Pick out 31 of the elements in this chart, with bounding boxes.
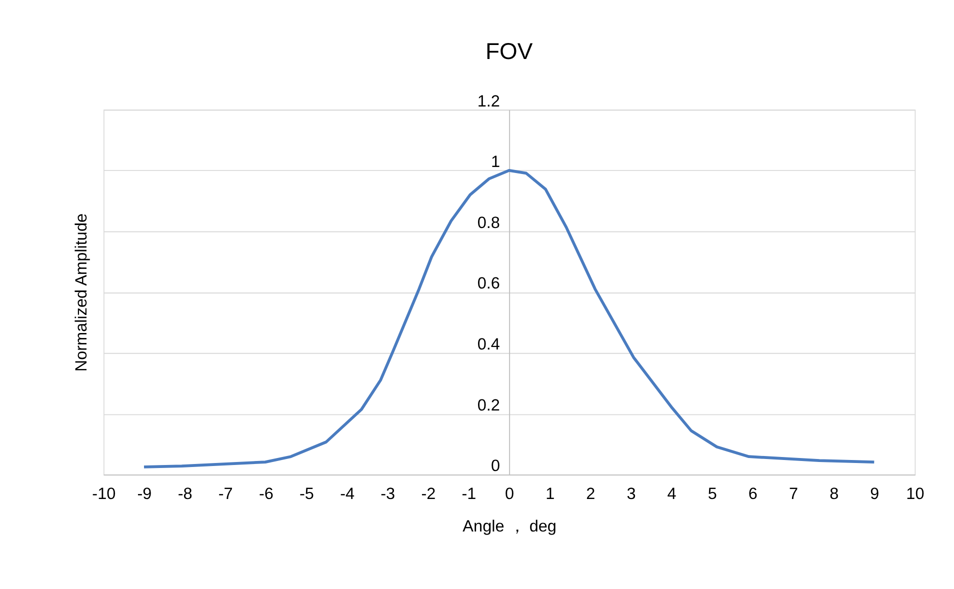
y-tick-label: 0 (490, 457, 500, 476)
x-tick-label: -1 (462, 484, 476, 503)
x-tick-label: 5 (708, 484, 717, 503)
x-tick-label: 1 (546, 484, 555, 503)
x-tick-label: 2 (586, 484, 596, 503)
y-axis-title: Normalized Amplitude (72, 213, 91, 372)
x-tick-label: -7 (218, 484, 233, 503)
x-tick-label: -3 (380, 484, 396, 503)
x-tick-label: 3 (626, 484, 636, 503)
x-tick-label: -2 (421, 484, 436, 503)
x-tick-label: 0 (505, 484, 514, 503)
y-tick-label: 1 (490, 153, 500, 172)
x-tick-label: -5 (300, 484, 314, 503)
x-tick-label: 7 (788, 484, 798, 503)
y-tick-label: 0.6 (477, 274, 500, 293)
x-tick-label: -9 (137, 484, 152, 503)
x-tick-label: -10 (92, 484, 116, 503)
x-tick-label: -8 (178, 484, 192, 503)
x-tick-label: 8 (830, 484, 839, 503)
chart-title: FOV (485, 38, 534, 64)
y-tick-label: 0.8 (477, 214, 500, 232)
y-tick-label: 0.2 (477, 396, 500, 414)
y-tick-label: 0.4 (477, 336, 500, 354)
x-tick-label: 10 (906, 484, 924, 503)
y-tick-label: 1.2 (477, 92, 500, 110)
x-tick-label: 4 (667, 484, 676, 503)
x-tick-label: -6 (258, 484, 274, 503)
x-axis-title: Angle ， deg (462, 518, 556, 536)
x-tick-label: -4 (340, 484, 355, 503)
x-tick-label: 6 (748, 484, 758, 503)
x-tick-label: 9 (870, 484, 880, 503)
